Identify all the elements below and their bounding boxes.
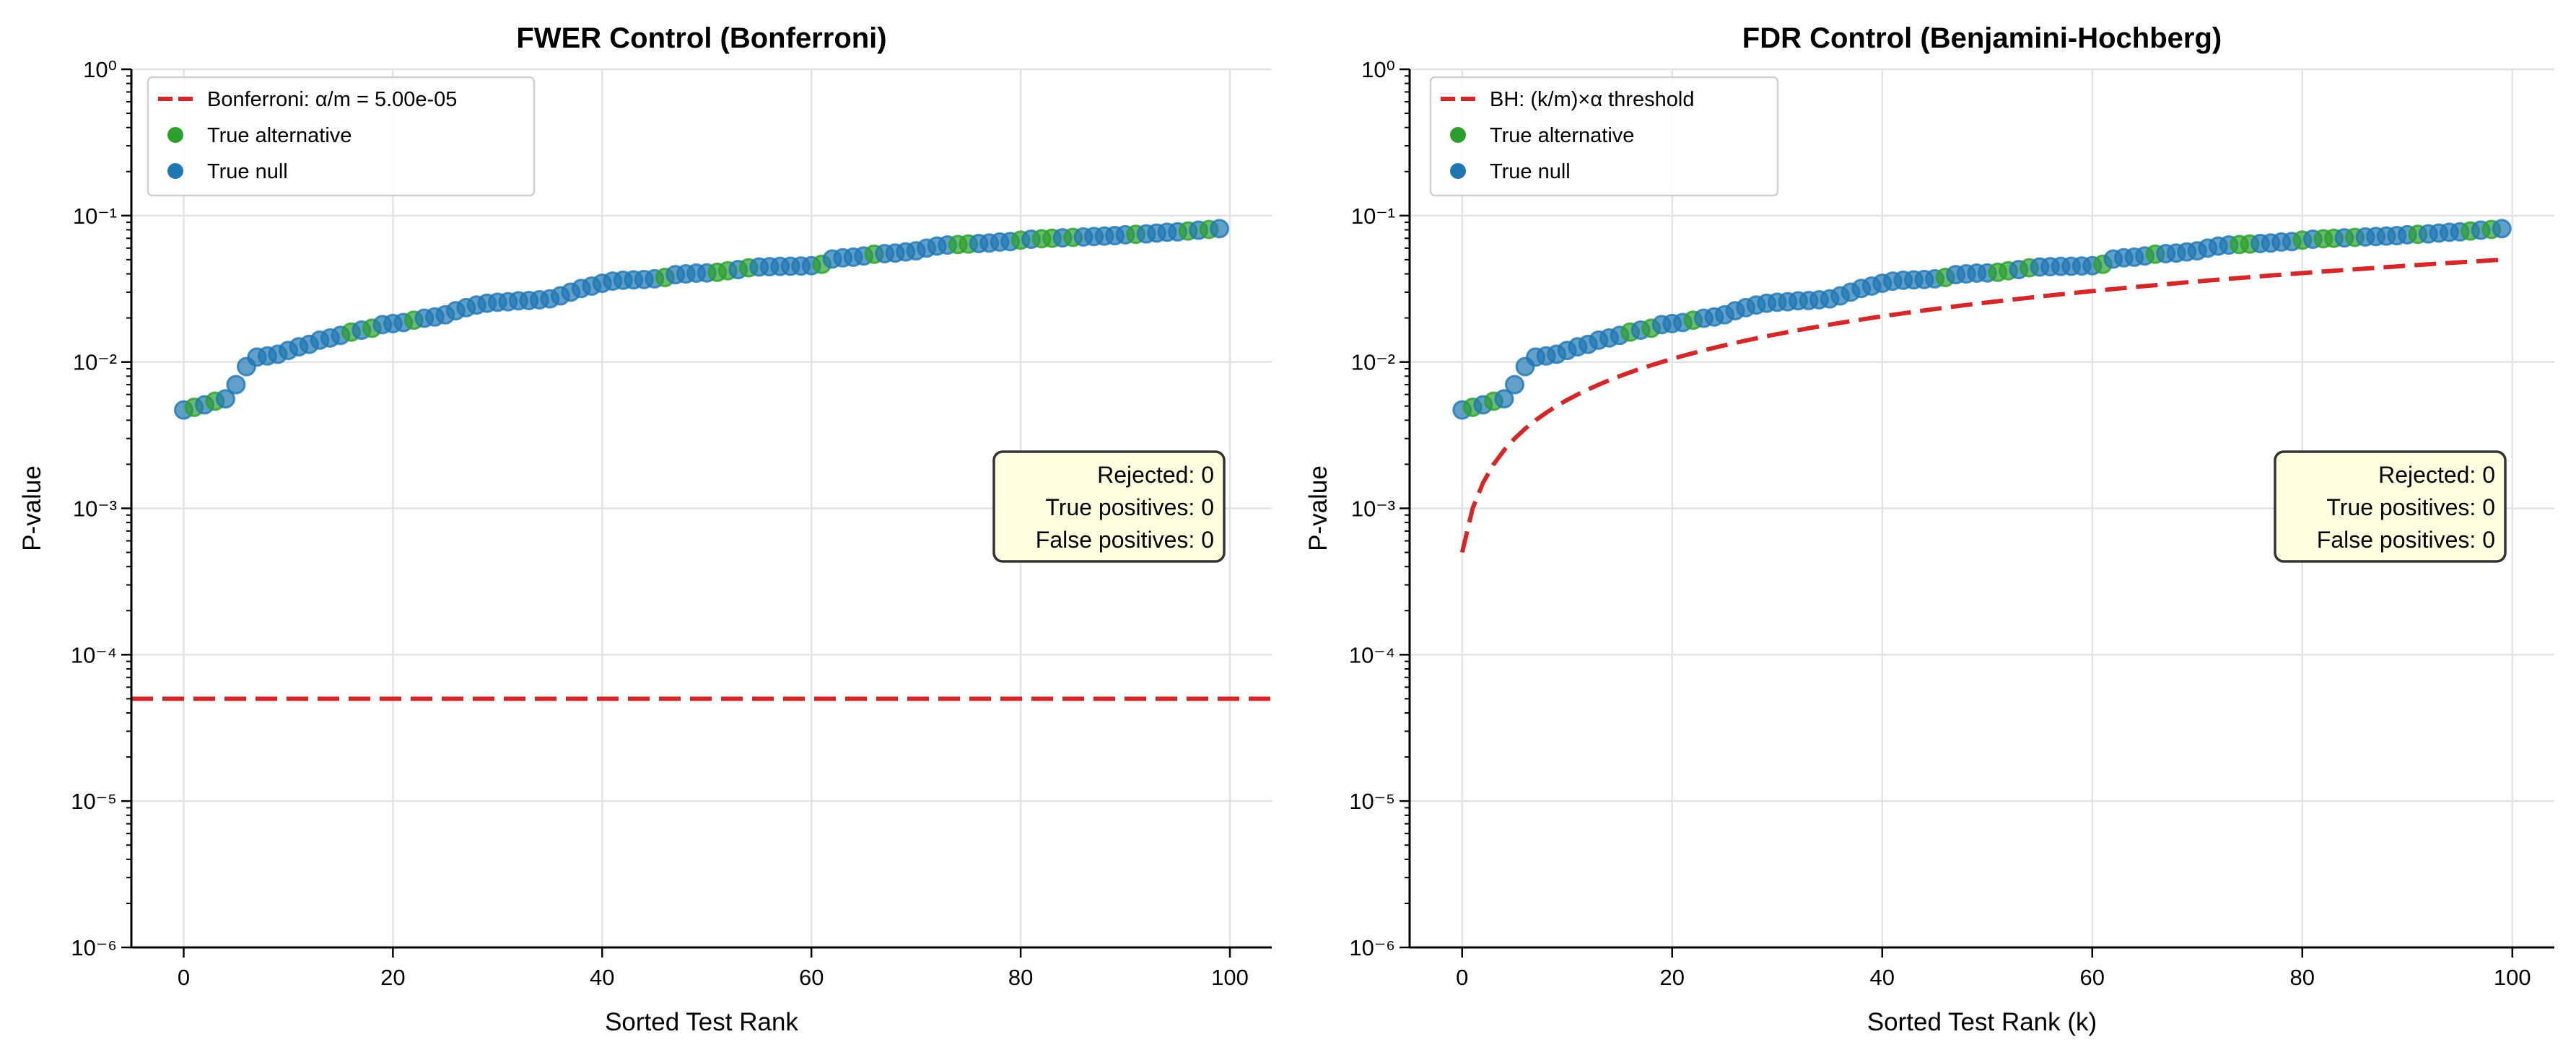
true-null-point xyxy=(1494,389,1514,409)
legend: BH: (k/m)×α threshold True alternative Tru… xyxy=(1429,76,1779,197)
stats-line: True positives: 0 xyxy=(1045,494,1214,520)
x-tick-label: 0 xyxy=(1456,965,1468,990)
x-tick-label: 100 xyxy=(2494,965,2531,990)
x-axis-label: Sorted Test Rank (k) xyxy=(1867,1008,2097,1036)
legend-entry: True alternative xyxy=(207,124,352,147)
y-tick-label: 10⁰ xyxy=(1361,57,1395,82)
legend-true-null-swatch xyxy=(167,163,183,179)
legend-entry: True alternative xyxy=(1490,124,1634,147)
y-tick-label: 10⁻² xyxy=(1351,350,1395,375)
y-tick-label: 10⁻⁵ xyxy=(1349,789,1395,814)
stats-box-frame xyxy=(2274,450,2507,563)
y-axis-label: P-value xyxy=(1304,465,1332,551)
legend-entry: BH: (k/m)×α threshold xyxy=(1490,88,1695,111)
stats-line: Rejected: 0 xyxy=(2378,462,2495,488)
panel-title: FWER Control (Bonferroni) xyxy=(516,22,886,54)
x-tick-label: 20 xyxy=(380,965,405,990)
x-tick-label: 80 xyxy=(1008,965,1033,990)
y-tick-label: 10⁻³ xyxy=(1351,496,1395,522)
true-null-point xyxy=(215,389,235,409)
legend-entry: Bonferroni: α/m = 5.00e-05 xyxy=(207,88,457,111)
stats-line: False positives: 0 xyxy=(1036,527,1214,553)
legend-entry: True null xyxy=(207,160,288,183)
stats-box: Rejected: 0 True positives: 0 False positi… xyxy=(2274,450,2507,563)
stats-box: Rejected: 0 True positives: 0 False positi… xyxy=(992,450,1226,563)
x-tick-label: 40 xyxy=(1870,965,1895,990)
x-tick-label: 80 xyxy=(2290,965,2315,990)
x-tick-label: 100 xyxy=(1211,965,1249,990)
x-tick-label: 40 xyxy=(590,965,614,990)
y-tick-label: 10⁻⁵ xyxy=(71,789,117,814)
y-tick-label: 10⁻⁶ xyxy=(71,935,117,960)
x-tick-label: 0 xyxy=(178,965,190,990)
y-tick-label: 10⁻⁶ xyxy=(1349,935,1395,960)
stats-line: False positives: 0 xyxy=(2317,527,2495,553)
y-tick-label: 10⁻⁴ xyxy=(71,642,117,667)
legend-true-alternative-swatch xyxy=(167,127,183,143)
true-null-point xyxy=(2492,219,2512,239)
y-tick-label: 10⁰ xyxy=(83,57,117,82)
y-tick-label: 10⁻² xyxy=(73,350,117,375)
bh-threshold-line xyxy=(1459,257,2502,553)
x-axis-label: Sorted Test Rank xyxy=(605,1008,798,1036)
y-tick-label: 10⁻¹ xyxy=(1351,203,1395,229)
stats-box-frame xyxy=(992,450,1226,563)
panel-title: FDR Control (Benjamini-Hochberg) xyxy=(1742,22,2222,54)
y-tick-label: 10⁻⁴ xyxy=(1349,642,1395,667)
y-tick-label: 10⁻¹ xyxy=(73,203,117,229)
panel-fwer: 0 20 40 60 80 100 10⁰ 10⁻¹ 10⁻² 10⁻³ 10⁻⁴ 10⁻⁵ 10⁻⁶ F… xyxy=(18,22,1272,1036)
y-axis-label: P-value xyxy=(18,465,46,551)
y-tick-label: 10⁻³ xyxy=(73,496,117,522)
stats-line: True positives: 0 xyxy=(2326,494,2495,520)
x-tick-label: 20 xyxy=(1660,965,1685,990)
legend: Bonferroni: α/m = 5.00e-05 True alternati… xyxy=(147,76,536,197)
legend-entry: True null xyxy=(1490,160,1571,183)
x-tick-label: 60 xyxy=(799,965,824,990)
true-null-point xyxy=(1505,374,1525,395)
legend-true-alternative-swatch xyxy=(1450,127,1466,143)
stats-line: Rejected: 0 xyxy=(1097,462,1214,488)
true-null-point xyxy=(1210,219,1230,239)
true-null-point xyxy=(226,374,246,395)
x-tick-label: 60 xyxy=(2080,965,2105,990)
legend-true-null-swatch xyxy=(1450,163,1466,179)
panel-fdr: 0 20 40 60 80 100 10⁰ 10⁻¹ 10⁻² 10⁻³ 10⁻⁴ 10⁻⁵ 10⁻⁶ F… xyxy=(1304,22,2554,1036)
legend-frame xyxy=(147,76,536,197)
legend-frame xyxy=(1429,76,1779,197)
